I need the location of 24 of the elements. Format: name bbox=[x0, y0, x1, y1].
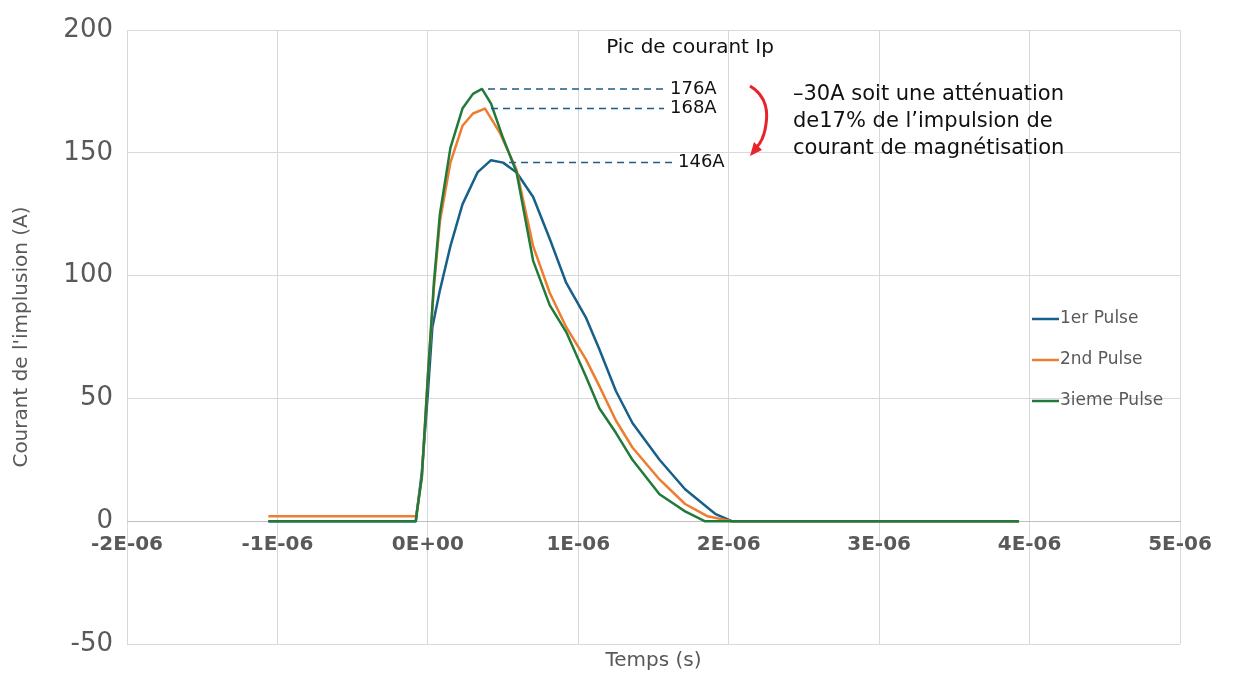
x-tick-label: 3E-06 bbox=[847, 531, 911, 556]
x-tick-label: 2E-06 bbox=[696, 531, 761, 556]
y-tick-label: 200 bbox=[63, 12, 113, 43]
x-tick-label: 4E-06 bbox=[997, 531, 1062, 556]
x-tick-label: -1E-06 bbox=[241, 531, 314, 556]
x-tick-label: -2E-06 bbox=[90, 531, 164, 556]
annotation: 168A bbox=[670, 96, 718, 118]
y-tick-label: 150 bbox=[63, 135, 113, 166]
x-tick-label: 5E-06 bbox=[1148, 531, 1212, 556]
annotation: –30A soit une atténuation de17% de l’impulsion de courant de magnétisation bbox=[793, 80, 1066, 161]
y-axis-title: Courant de l'implusion (A) bbox=[8, 206, 33, 468]
annotation: 146A bbox=[678, 150, 726, 172]
x-tick-label: 0E+00 bbox=[391, 531, 464, 556]
annotation: 176A bbox=[670, 76, 718, 98]
legend-label: 1er Pulse bbox=[1060, 307, 1139, 328]
annotation: Pic de courant Ip bbox=[606, 34, 774, 59]
y-tick-label: -50 bbox=[70, 626, 113, 657]
x-tick-label: 1E-06 bbox=[546, 531, 611, 556]
y-tick-label: 0 bbox=[96, 503, 113, 534]
y-tick-label: 100 bbox=[63, 258, 113, 289]
y-tick-label: 50 bbox=[79, 381, 113, 412]
legend-label: 3ieme Pulse bbox=[1060, 389, 1164, 410]
x-axis-title: Temps (s) bbox=[604, 647, 702, 672]
legend-label: 2nd Pulse bbox=[1060, 348, 1143, 369]
